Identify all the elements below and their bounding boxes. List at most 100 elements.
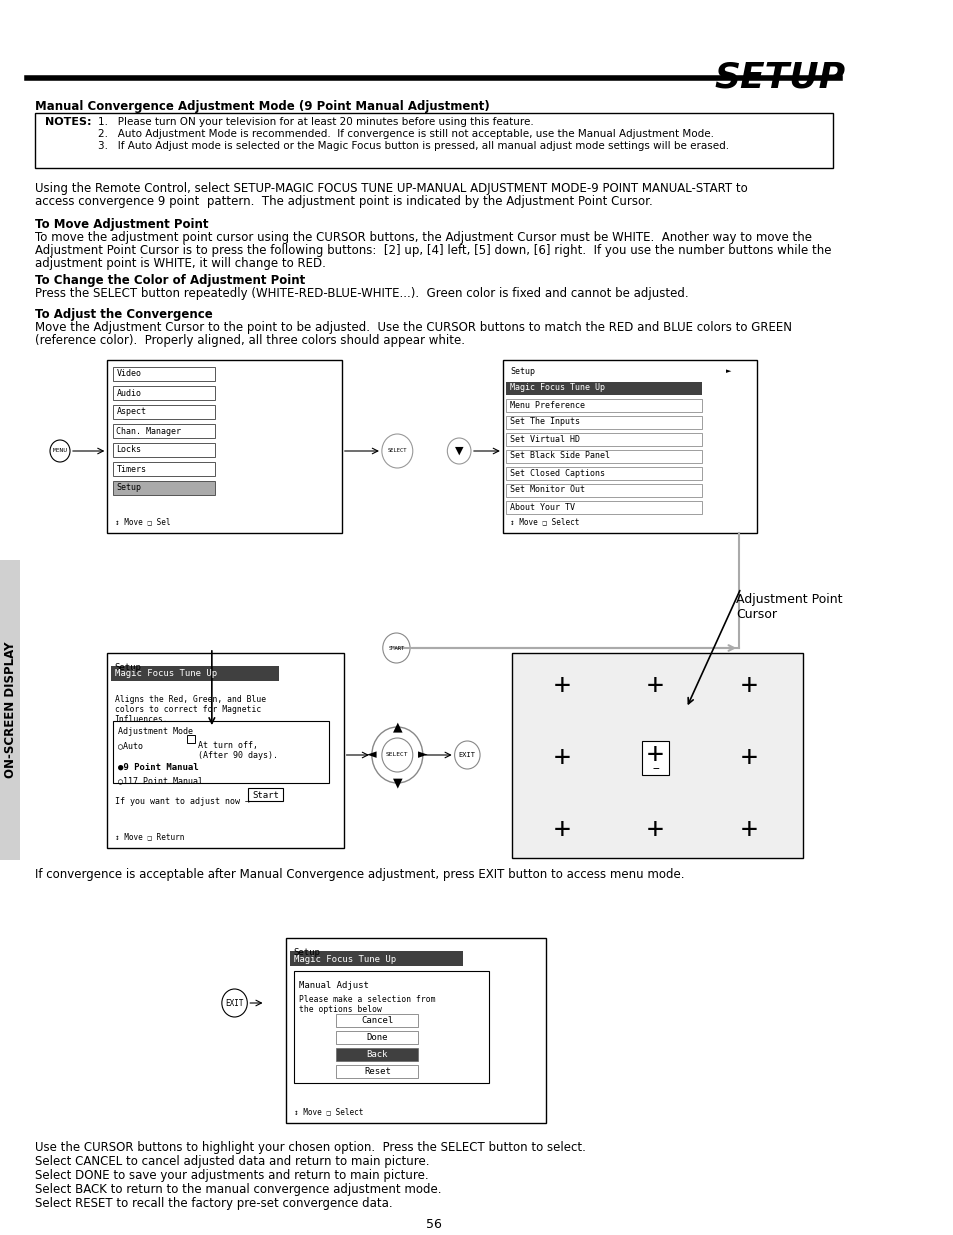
Text: Use the CURSOR buttons to highlight your chosen option.  Press the SELECT button: Use the CURSOR buttons to highlight your… <box>34 1141 585 1153</box>
Text: +: + <box>553 743 570 772</box>
Text: ↕ Move ❑ Select: ↕ Move ❑ Select <box>294 1107 363 1116</box>
Text: Reset: Reset <box>363 1067 391 1076</box>
Text: Cancel: Cancel <box>361 1016 393 1025</box>
Bar <box>506 467 701 480</box>
Text: To Move Adjustment Point: To Move Adjustment Point <box>34 219 208 231</box>
Text: adjustment point is WHITE, it will change to RED.: adjustment point is WHITE, it will chang… <box>34 257 325 270</box>
Text: 56: 56 <box>425 1218 441 1231</box>
Text: ►: ► <box>725 368 730 374</box>
Text: Select BACK to return to the manual convergence adjustment mode.: Select BACK to return to the manual conv… <box>34 1183 440 1195</box>
Bar <box>294 971 489 1083</box>
Text: Setup: Setup <box>510 367 535 375</box>
Text: Select CANCEL to cancel adjusted data and return to main picture.: Select CANCEL to cancel adjusted data an… <box>34 1155 429 1168</box>
Text: To Change the Color of Adjustment Point: To Change the Color of Adjustment Point <box>34 274 304 287</box>
Text: +: + <box>646 741 663 769</box>
Bar <box>248 788 282 802</box>
Bar <box>506 399 701 412</box>
Text: SETUP: SETUP <box>714 61 844 94</box>
Bar <box>112 424 214 438</box>
Text: 1.   Please turn ON your television for at least 20 minutes before using this fe: 1. Please turn ON your television for at… <box>98 117 534 127</box>
Bar <box>336 1065 417 1078</box>
Bar <box>506 450 701 463</box>
Text: Setup: Setup <box>294 948 320 957</box>
Text: 2.   Auto Adjustment Mode is recommended.  If convergence is still not acceptabl: 2. Auto Adjustment Mode is recommended. … <box>98 128 714 140</box>
Text: Please make a selection from: Please make a selection from <box>299 995 436 1004</box>
Text: +: + <box>740 743 757 772</box>
Text: ○Auto: ○Auto <box>118 741 143 750</box>
Text: Chan. Manager: Chan. Manager <box>116 426 181 436</box>
Text: Setup: Setup <box>116 483 141 493</box>
Bar <box>112 443 214 457</box>
Text: Aligns the Red, Green, and Blue: Aligns the Red, Green, and Blue <box>114 695 265 704</box>
Text: To move the adjustment point cursor using the CURSOR buttons, the Adjustment Cur: To move the adjustment point cursor usin… <box>34 231 811 245</box>
Text: Set Monitor Out: Set Monitor Out <box>510 485 584 494</box>
Text: ▲: ▲ <box>392 720 402 734</box>
Text: Magic Focus Tune Up: Magic Focus Tune Up <box>114 669 216 678</box>
Text: MENU: MENU <box>52 448 68 453</box>
Bar <box>641 741 668 776</box>
Bar <box>112 387 214 400</box>
Text: Menu Preference: Menu Preference <box>510 400 584 410</box>
Text: Press the SELECT button repeatedly (WHITE-RED-BLUE-WHITE...).  Green color is fi: Press the SELECT button repeatedly (WHIT… <box>34 287 687 300</box>
Text: SELECT: SELECT <box>386 752 408 757</box>
Bar <box>107 653 343 848</box>
Text: SMART: SMART <box>388 646 404 651</box>
Bar <box>112 721 329 783</box>
Bar <box>0 559 20 860</box>
Text: If you want to adjust now →: If you want to adjust now → <box>114 797 250 806</box>
Text: Adjustment Point Cursor is to press the following buttons:  [2] up, [4] left, [5: Adjustment Point Cursor is to press the … <box>34 245 830 257</box>
Bar <box>506 382 701 395</box>
Bar <box>112 480 214 495</box>
Text: (After 90 days).: (After 90 days). <box>198 751 278 760</box>
Text: Adjustment Point
Cursor: Adjustment Point Cursor <box>736 593 842 621</box>
Text: SELECT: SELECT <box>387 448 407 453</box>
Bar <box>512 653 802 858</box>
Text: +: + <box>740 672 757 700</box>
Text: Video: Video <box>116 369 141 378</box>
Text: Timers: Timers <box>116 464 146 473</box>
Text: +: + <box>553 816 570 844</box>
Text: Done: Done <box>366 1032 388 1042</box>
Text: ↕ Move ❑ Return: ↕ Move ❑ Return <box>114 832 184 841</box>
Text: ON-SCREEN DISPLAY: ON-SCREEN DISPLAY <box>4 642 16 778</box>
Bar <box>506 416 701 429</box>
Bar <box>107 359 341 534</box>
Text: ↕ Move ❑ Select: ↕ Move ❑ Select <box>510 517 578 526</box>
Bar <box>336 1014 417 1028</box>
Text: access convergence 9 point  pattern.  The adjustment point is indicated by the A: access convergence 9 point pattern. The … <box>34 195 652 207</box>
Text: NOTES:: NOTES: <box>46 117 91 127</box>
Text: ↕ Move ❑ Sel: ↕ Move ❑ Sel <box>114 517 170 526</box>
Text: (reference color).  Properly aligned, all three colors should appear white.: (reference color). Properly aligned, all… <box>34 333 464 347</box>
Text: Locks: Locks <box>116 446 141 454</box>
Text: Set The Inputs: Set The Inputs <box>510 417 579 426</box>
Text: Magic Focus Tune Up: Magic Focus Tune Up <box>510 384 604 393</box>
Text: Select RESET to recall the factory pre-set convergence data.: Select RESET to recall the factory pre-s… <box>34 1197 392 1210</box>
Text: Aspect: Aspect <box>116 408 146 416</box>
Bar <box>187 735 194 743</box>
Text: At turn off,: At turn off, <box>198 741 258 750</box>
Text: ●9 Point Manual: ●9 Point Manual <box>118 763 198 772</box>
Text: Move the Adjustment Cursor to the point to be adjusted.  Use the CURSOR buttons : Move the Adjustment Cursor to the point … <box>34 321 791 333</box>
Text: To Adjust the Convergence: To Adjust the Convergence <box>34 308 213 321</box>
Text: Using the Remote Control, select SETUP-MAGIC FOCUS TUNE UP-MANUAL ADJUSTMENT MOD: Using the Remote Control, select SETUP-M… <box>34 182 746 195</box>
Bar <box>502 359 757 534</box>
Text: 3.   If Auto Adjust mode is selected or the Magic Focus button is pressed, all m: 3. If Auto Adjust mode is selected or th… <box>98 141 728 151</box>
Text: ◄: ◄ <box>367 748 376 762</box>
Text: Back: Back <box>366 1050 388 1058</box>
Text: the options below: the options below <box>299 1005 381 1014</box>
Text: EXIT: EXIT <box>458 752 476 758</box>
Bar <box>34 112 832 168</box>
Text: EXIT: EXIT <box>225 999 244 1008</box>
Text: Manual Convergence Adjustment Mode (9 Point Manual Adjustment): Manual Convergence Adjustment Mode (9 Po… <box>34 100 489 112</box>
Bar <box>336 1031 417 1044</box>
Text: ▼: ▼ <box>455 446 463 456</box>
Text: ►: ► <box>417 748 427 762</box>
Bar <box>112 405 214 419</box>
Text: +: + <box>740 816 757 844</box>
Text: +: + <box>646 816 663 844</box>
Text: ▼: ▼ <box>392 777 402 789</box>
Bar <box>336 1049 417 1061</box>
Bar <box>112 367 214 382</box>
Bar <box>290 951 462 966</box>
Bar <box>506 501 701 514</box>
